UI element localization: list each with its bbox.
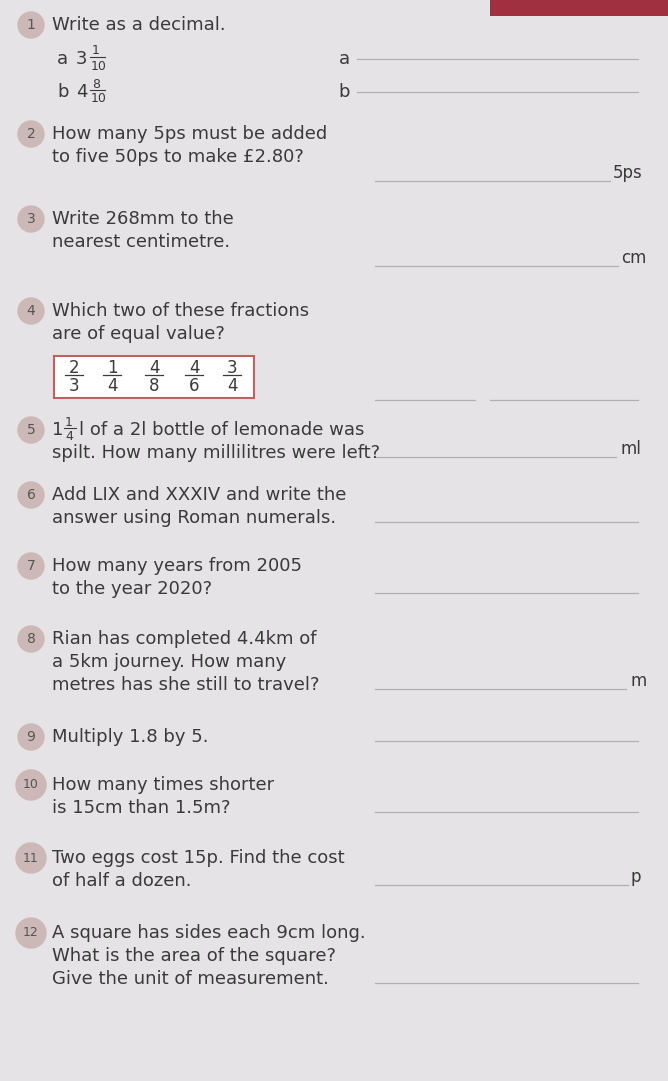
Text: What is the area of the square?: What is the area of the square? (52, 947, 336, 965)
Text: 6: 6 (27, 488, 35, 502)
Text: 7: 7 (27, 559, 35, 573)
Text: Two eggs cost 15p. Find the cost: Two eggs cost 15p. Find the cost (52, 849, 345, 867)
Circle shape (16, 843, 46, 873)
Text: Add LIX and XXXIV and write the: Add LIX and XXXIV and write the (52, 486, 347, 504)
Circle shape (18, 626, 44, 652)
Text: 12: 12 (23, 926, 39, 939)
Circle shape (18, 121, 44, 147)
Text: 8: 8 (149, 377, 159, 395)
Circle shape (18, 553, 44, 579)
Text: 4: 4 (27, 304, 35, 318)
Text: Write as a decimal.: Write as a decimal. (52, 16, 226, 34)
Text: 3: 3 (27, 212, 35, 226)
Text: l of a 2l bottle of lemonade was: l of a 2l bottle of lemonade was (79, 421, 364, 439)
Text: 8: 8 (92, 78, 100, 91)
Text: 1: 1 (107, 359, 118, 377)
Text: to five 50ps to make £2.80?: to five 50ps to make £2.80? (52, 148, 304, 166)
Text: answer using Roman numerals.: answer using Roman numerals. (52, 509, 336, 528)
Text: spilt. How many millilitres were left?: spilt. How many millilitres were left? (52, 444, 380, 462)
Circle shape (18, 417, 44, 443)
Text: to the year 2020?: to the year 2020? (52, 580, 212, 598)
Text: 4: 4 (65, 430, 73, 443)
Text: b: b (57, 83, 69, 101)
Text: 3: 3 (226, 359, 237, 377)
Text: 2: 2 (69, 359, 79, 377)
Text: 8: 8 (27, 632, 35, 646)
Text: How many years from 2005: How many years from 2005 (52, 557, 302, 575)
Text: cm: cm (621, 249, 647, 267)
Text: 4: 4 (76, 83, 88, 101)
Text: 1: 1 (65, 415, 73, 428)
Text: a 5km journey. How many: a 5km journey. How many (52, 653, 287, 671)
Text: 10: 10 (91, 59, 107, 72)
Text: Write 268mm to the: Write 268mm to the (52, 210, 234, 228)
Text: 2: 2 (27, 126, 35, 141)
Text: 3: 3 (69, 377, 79, 395)
Text: 1: 1 (92, 44, 100, 57)
Text: Which two of these fractions: Which two of these fractions (52, 302, 309, 320)
Text: Give the unit of measurement.: Give the unit of measurement. (52, 970, 329, 988)
FancyBboxPatch shape (490, 0, 668, 16)
Text: 4: 4 (107, 377, 118, 395)
Text: is 15cm than 1.5m?: is 15cm than 1.5m? (52, 799, 230, 817)
Circle shape (16, 770, 46, 800)
Circle shape (16, 918, 46, 948)
Text: metres has she still to travel?: metres has she still to travel? (52, 676, 319, 694)
Text: 3: 3 (76, 50, 88, 68)
Text: 1: 1 (52, 421, 63, 439)
Text: 4: 4 (149, 359, 159, 377)
Text: Multiply 1.8 by 5.: Multiply 1.8 by 5. (52, 728, 208, 746)
Circle shape (18, 206, 44, 232)
Text: are of equal value?: are of equal value? (52, 325, 225, 343)
Text: ml: ml (620, 440, 641, 458)
Text: 5ps: 5ps (613, 164, 643, 182)
Text: p: p (631, 868, 641, 886)
Circle shape (18, 12, 44, 38)
Text: 10: 10 (23, 778, 39, 791)
Text: How many times shorter: How many times shorter (52, 776, 274, 795)
Text: A square has sides each 9cm long.: A square has sides each 9cm long. (52, 924, 365, 942)
Text: nearest centimetre.: nearest centimetre. (52, 233, 230, 251)
Circle shape (18, 482, 44, 508)
Text: a: a (339, 50, 350, 68)
Text: How many 5ps must be added: How many 5ps must be added (52, 125, 327, 143)
Text: 10: 10 (91, 93, 107, 106)
Text: 4: 4 (226, 377, 237, 395)
Text: 1: 1 (27, 18, 35, 32)
Circle shape (18, 298, 44, 324)
Text: 11: 11 (23, 852, 39, 865)
Text: of half a dozen.: of half a dozen. (52, 872, 192, 890)
Text: b: b (339, 83, 350, 101)
Text: a: a (57, 50, 68, 68)
Text: Rian has completed 4.4km of: Rian has completed 4.4km of (52, 630, 317, 648)
Text: 6: 6 (189, 377, 199, 395)
FancyBboxPatch shape (54, 356, 254, 398)
Text: m: m (630, 672, 646, 690)
Text: 5: 5 (27, 423, 35, 437)
Text: 9: 9 (27, 730, 35, 744)
Text: 4: 4 (189, 359, 199, 377)
Circle shape (18, 724, 44, 750)
